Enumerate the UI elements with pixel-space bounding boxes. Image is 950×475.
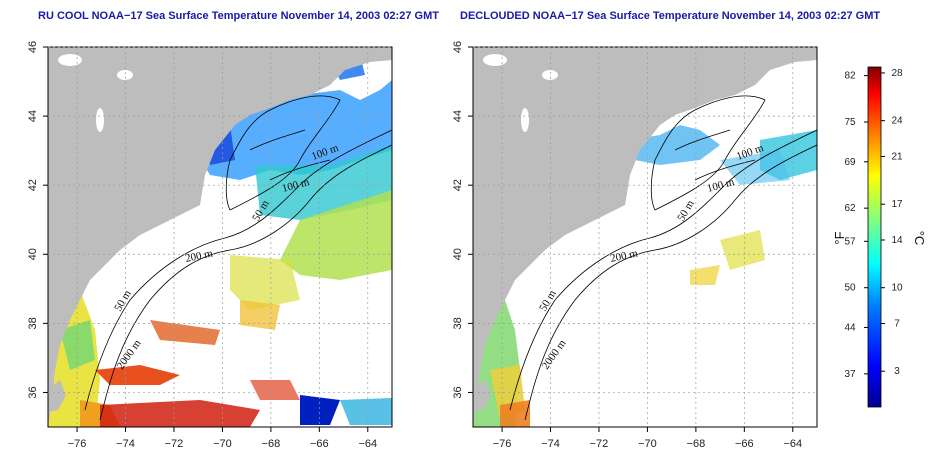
temperature-colorbar: 82 75 69 62 57 50 44 37 28 24 21 17 14 10 7 3 °F °C <box>832 66 927 408</box>
colorbar-f-tick-label: 62 <box>844 203 856 214</box>
right-x-tick-label: −76 <box>493 438 512 450</box>
fahrenheit-unit-label: °F <box>832 231 847 244</box>
celsius-unit-label: °C <box>912 231 927 246</box>
right-depth-contours <box>509 95 817 421</box>
colorbar-c-tick-label: 7 <box>894 318 900 329</box>
left-y-tick-label: 44 <box>27 110 39 122</box>
right-y-tick-label: 38 <box>452 317 464 329</box>
colorbar-gradient <box>867 66 882 408</box>
right-x-tick-label: −70 <box>638 438 657 450</box>
left-y-tick-label: 36 <box>27 386 39 398</box>
left-y-tick-label: 46 <box>27 41 39 53</box>
right-sst-map: −76 −74 −72 −70 −68 −66 −64 36 38 40 42 44 46 <box>452 41 818 450</box>
colorbar-c-tick-label: 24 <box>891 116 903 127</box>
left-x-tick-label: −74 <box>116 438 135 450</box>
colorbar-f-tick-label: 57 <box>844 236 856 247</box>
colorbar-c-tick-label: 10 <box>891 283 903 294</box>
right-x-tick-label: −74 <box>541 438 560 450</box>
right-y-tick-label: 36 <box>452 386 464 398</box>
right-x-tick-label: −68 <box>687 438 706 450</box>
colorbar-c-tick-label: 3 <box>894 366 900 377</box>
left-x-tick-label: −68 <box>262 438 281 450</box>
left-depth-contours <box>84 95 392 421</box>
left-x-tick-label: −76 <box>68 438 87 450</box>
right-graticule <box>473 46 817 427</box>
right-y-tick-label: 46 <box>452 41 464 53</box>
colorbar-f-tick-label: 75 <box>844 117 856 128</box>
colorbar-celsius-scale: 28 24 21 17 14 10 7 3 <box>881 68 903 377</box>
right-y-tick-label: 44 <box>452 110 464 122</box>
right-y-tick-label: 42 <box>452 179 464 191</box>
left-x-tick-label: −64 <box>358 438 377 450</box>
right-x-tick-label: −72 <box>590 438 609 450</box>
colorbar-c-tick-label: 17 <box>891 199 903 210</box>
colorbar-c-tick-label: 28 <box>891 68 903 79</box>
contour-label-200m-left: 200 m <box>184 247 214 265</box>
colorbar-f-tick-label: 44 <box>844 322 856 333</box>
left-x-tick-label: −72 <box>165 438 184 450</box>
left-y-tick-label: 42 <box>27 179 39 191</box>
colorbar-f-tick-label: 50 <box>844 283 856 294</box>
colorbar-f-tick-label: 69 <box>844 157 856 168</box>
contour-label-200m-right: 200 m <box>609 247 639 265</box>
left-map-title: RU COOL NOAA−17 Sea Surface Temperature … <box>38 10 439 22</box>
left-x-tick-label: −66 <box>310 438 329 450</box>
left-y-tick-label: 38 <box>27 317 39 329</box>
right-y-tick-label: 40 <box>452 248 464 260</box>
right-x-tick-label: −66 <box>735 438 754 450</box>
left-axis-ticks: −76 −74 −72 −70 −68 −66 −64 36 38 40 42 44 46 <box>27 41 377 450</box>
right-map-title: DECLOUDED NOAA−17 Sea Surface Temperatur… <box>460 10 881 22</box>
left-x-tick-label: −70 <box>213 438 232 450</box>
right-x-tick-label: −64 <box>783 438 802 450</box>
colorbar-fahrenheit-scale: 82 75 69 62 57 50 44 37 <box>844 71 868 380</box>
left-land <box>48 47 392 427</box>
left-sst-map: −76 −74 −72 −70 −68 −66 −64 36 38 40 42 44 46 <box>27 41 393 450</box>
colorbar-f-tick-label: 37 <box>844 369 856 380</box>
left-graticule <box>48 46 392 427</box>
right-land <box>473 47 817 427</box>
right-axis-ticks: −76 −74 −72 −70 −68 −66 −64 36 38 40 42 44 46 <box>452 41 802 450</box>
colorbar-c-tick-label: 14 <box>891 235 903 246</box>
colorbar-c-tick-label: 21 <box>891 151 903 162</box>
left-y-tick-label: 40 <box>27 248 39 260</box>
colorbar-f-tick-label: 82 <box>844 71 856 82</box>
